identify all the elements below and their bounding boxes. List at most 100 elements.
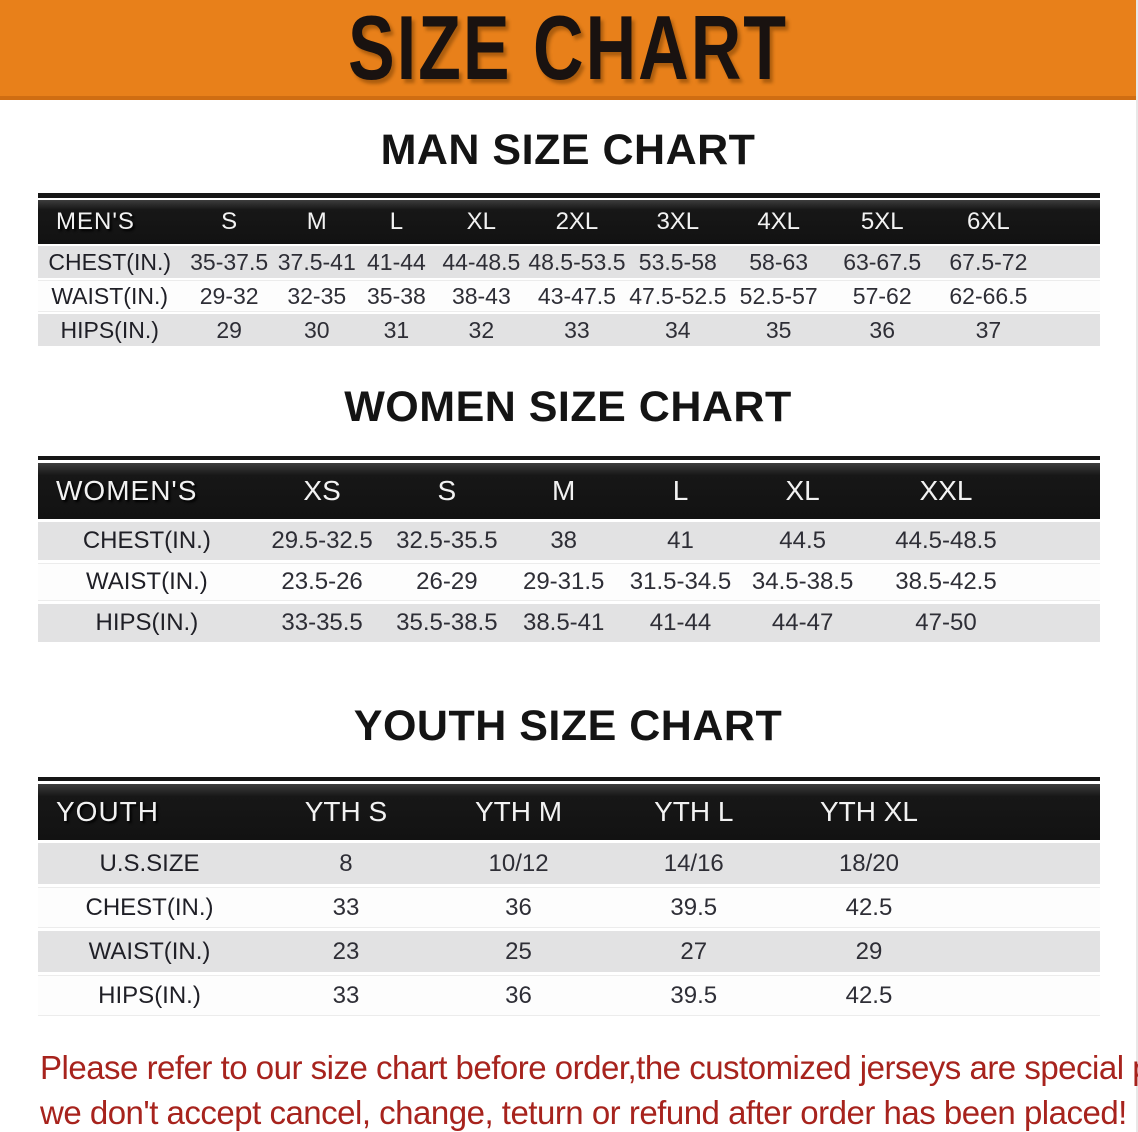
size-col-header: 6XL (935, 200, 1042, 244)
size-value: 32 (436, 314, 527, 346)
size-value: 37 (935, 314, 1042, 346)
size-value: 44-47 (738, 604, 867, 642)
size-col-header: 2XL (526, 200, 628, 244)
men-table-corner-label: MEN'S (38, 200, 182, 244)
size-col-header: 4XL (728, 200, 830, 244)
size-col-header: XL (436, 200, 527, 244)
size-chart-banner: SIZE CHART (0, 0, 1136, 100)
size-col-header: 3XL (627, 200, 729, 244)
youth-chest-row: CHEST(IN.) 33 36 39.5 42.5 (38, 887, 1100, 928)
men-waist-row: WAIST(IN.) 29-32 32-35 35-38 38-43 43-47… (38, 280, 1100, 312)
size-value: 44.5 (738, 522, 867, 560)
size-value: 41 (622, 522, 739, 560)
row-label: CHEST(IN.) (38, 887, 262, 928)
size-value: 47.5-52.5 (627, 280, 729, 312)
size-value: 27 (606, 931, 782, 972)
size-value: 44.5-48.5 (866, 522, 1026, 560)
women-section-heading: WOMEN SIZE CHART (344, 383, 792, 431)
filler-cell (1041, 280, 1100, 312)
size-value: 31 (356, 314, 437, 346)
filler-cell (956, 931, 1100, 972)
size-value: 36 (829, 314, 936, 346)
filler-cell (1025, 604, 1100, 642)
youth-table-topline (38, 777, 1100, 781)
filler-cell (956, 843, 1100, 884)
size-value: 36 (430, 975, 607, 1016)
size-value: 26-29 (388, 563, 506, 601)
size-value: 8 (261, 843, 431, 884)
size-value: 47-50 (866, 604, 1026, 642)
size-value: 29-31.5 (505, 563, 623, 601)
men-section-heading: MAN SIZE CHART (380, 126, 756, 174)
women-hips-row: HIPS(IN.) 33-35.5 35.5-38.5 38.5-41 41-4… (38, 604, 1100, 642)
row-label: CHEST(IN.) (38, 246, 182, 278)
size-value: 67.5-72 (935, 246, 1042, 278)
youth-table-corner-label: YOUTH (38, 784, 262, 840)
row-label: HIPS(IN.) (38, 314, 182, 346)
size-value: 39.5 (606, 975, 782, 1016)
filler-cell (956, 887, 1100, 928)
size-value: 38.5-41 (505, 604, 623, 642)
row-label: CHEST(IN.) (38, 522, 256, 560)
youth-section-heading: YOUTH SIZE CHART (353, 702, 783, 750)
youth-header-row: YOUTH YTH S YTH M YTH L YTH XL (38, 784, 1100, 840)
banner-title: SIZE CHART (348, 0, 788, 99)
row-label: HIPS(IN.) (38, 604, 256, 642)
women-table-corner-label: WOMEN'S (38, 463, 256, 519)
size-value: 37.5-41 (276, 246, 357, 278)
men-size-table: MEN'S S M L XL 2XL 3XL 4XL 5XL 6XL CHEST… (38, 193, 1100, 348)
disclaimer-line-1: Please refer to our size chart before or… (40, 1049, 1138, 1086)
size-value: 53.5-58 (627, 246, 729, 278)
filler-cell (1041, 246, 1100, 278)
size-value: 42.5 (781, 975, 957, 1016)
size-col-header: M (505, 463, 623, 519)
header-filler-cell (956, 784, 1100, 840)
size-col-header: XL (738, 463, 867, 519)
size-value: 57-62 (829, 280, 936, 312)
women-table-topline (38, 456, 1100, 460)
disclaimer-line-2: we don't accept cancel, change, teturn o… (40, 1094, 1127, 1131)
size-value: 18/20 (781, 843, 957, 884)
size-col-header: S (181, 200, 277, 244)
filler-cell (1025, 563, 1100, 601)
size-value: 35-38 (356, 280, 437, 312)
size-value: 33 (261, 887, 431, 928)
women-chest-row: CHEST(IN.) 29.5-32.5 32.5-35.5 38 41 44.… (38, 522, 1100, 560)
size-value: 39.5 (606, 887, 782, 928)
size-col-header: 5XL (829, 200, 936, 244)
size-value: 38 (505, 522, 623, 560)
men-header-row: MEN'S S M L XL 2XL 3XL 4XL 5XL 6XL (38, 200, 1100, 244)
size-value: 29-32 (181, 280, 277, 312)
size-value: 33 (526, 314, 628, 346)
size-value: 36 (430, 887, 607, 928)
size-value: 23 (261, 931, 431, 972)
women-header-row: WOMEN'S XS S M L XL XXL (38, 463, 1100, 519)
size-value: 10/12 (430, 843, 607, 884)
size-value: 33-35.5 (255, 604, 389, 642)
size-value: 29 (181, 314, 277, 346)
size-value: 29.5-32.5 (255, 522, 389, 560)
size-col-header: YTH M (430, 784, 607, 840)
size-value: 42.5 (781, 887, 957, 928)
men-hips-row: HIPS(IN.) 29 30 31 32 33 34 35 36 37 (38, 314, 1100, 346)
size-value: 30 (276, 314, 357, 346)
youth-hips-row: HIPS(IN.) 33 36 39.5 42.5 (38, 975, 1100, 1016)
size-value: 35.5-38.5 (388, 604, 506, 642)
women-size-table: WOMEN'S XS S M L XL XXL CHEST(IN.) 29.5-… (38, 456, 1100, 645)
filler-cell (1025, 522, 1100, 560)
size-value: 32-35 (276, 280, 357, 312)
size-value: 23.5-26 (255, 563, 389, 601)
youth-size-table: YOUTH YTH S YTH M YTH L YTH XL U.S.SIZE … (38, 777, 1100, 1019)
size-value: 34.5-38.5 (738, 563, 867, 601)
row-label: U.S.SIZE (38, 843, 262, 884)
size-value: 35-37.5 (181, 246, 277, 278)
size-value: 25 (430, 931, 607, 972)
size-col-header: L (622, 463, 739, 519)
size-value: 35 (728, 314, 830, 346)
size-value: 31.5-34.5 (622, 563, 739, 601)
row-label: HIPS(IN.) (38, 975, 262, 1016)
size-col-header: YTH XL (781, 784, 957, 840)
size-value: 29 (781, 931, 957, 972)
size-value: 44-48.5 (436, 246, 527, 278)
row-label: WAIST(IN.) (38, 563, 256, 601)
